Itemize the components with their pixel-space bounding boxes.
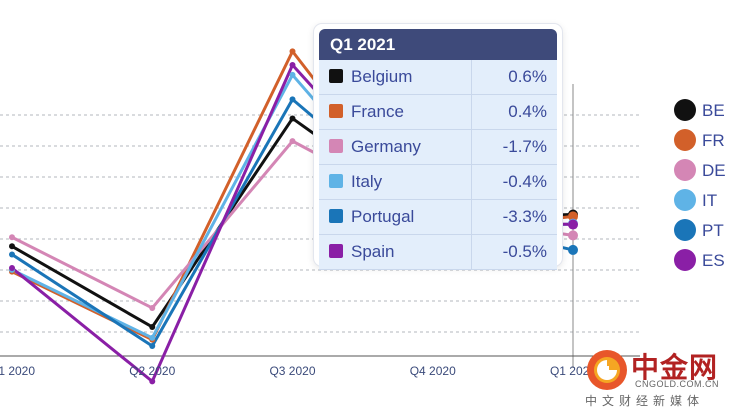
tooltip-row-name: Spain — [351, 242, 395, 261]
x-tick-label: Q1 2021 — [550, 364, 596, 378]
x-tick-label: Q4 2020 — [410, 364, 456, 378]
legend-item-pt[interactable]: PT — [674, 219, 724, 241]
legend-label: FR — [702, 131, 725, 150]
watermark-url: CNGOLD.COM.CN — [635, 379, 720, 389]
series-swatch — [329, 174, 343, 188]
data-point-es — [289, 61, 296, 68]
tooltip-row-value: -3.3% — [471, 199, 557, 235]
legend-marker — [674, 99, 696, 121]
legend-item-fr[interactable]: FR — [674, 129, 725, 151]
data-point-it — [289, 71, 296, 78]
legend-item-es[interactable]: ES — [674, 249, 725, 271]
x-tick-label: Q3 2020 — [269, 364, 315, 378]
data-point-pt — [9, 251, 15, 258]
data-point-be — [149, 323, 156, 330]
data-point-es — [568, 219, 578, 230]
legend-label: ES — [702, 251, 725, 270]
legend-marker — [674, 189, 696, 211]
tooltip-row-spain: Spain -0.5% — [319, 234, 557, 270]
data-point-de — [149, 304, 156, 311]
tooltip-title: Q1 2021 — [319, 29, 557, 60]
watermark-subtitle: 中文财经新媒体 — [585, 394, 705, 408]
tooltip-row-name: France — [351, 102, 404, 121]
data-tooltip: Q1 2021 Belgium 0.6% France 0.4% Germany… — [314, 24, 562, 270]
watermark: 中金网 CNGOLD.COM.CN 中文财经新媒体 — [585, 346, 735, 410]
tooltip-row-name: Italy — [351, 172, 383, 191]
tooltip-row-value: -0.4% — [471, 164, 557, 200]
legend-label: PT — [702, 221, 724, 240]
data-point-pt — [289, 96, 296, 103]
tooltip-row-france: France 0.4% — [319, 94, 557, 130]
series-end-markers — [9, 48, 578, 385]
legend: BE FR DE IT PT ES — [674, 99, 726, 271]
data-point-de — [568, 230, 578, 241]
data-point-fr — [289, 48, 296, 55]
tooltip-row-value: 0.4% — [471, 94, 557, 130]
tooltip-row-portugal: Portugal -3.3% — [319, 199, 557, 235]
tooltip-row-value: -1.7% — [471, 129, 557, 165]
legend-marker — [674, 129, 696, 151]
series-swatch — [329, 69, 343, 83]
data-point-pt — [568, 244, 578, 255]
x-tick-label: Q1 2020 — [0, 364, 35, 378]
tooltip-row-germany: Germany -1.7% — [319, 129, 557, 165]
legend-label: BE — [702, 101, 725, 120]
tooltip-row-name: Portugal — [351, 207, 415, 226]
legend-label: IT — [702, 191, 717, 210]
watermark-title: 中金网 — [631, 351, 719, 384]
tooltip-row-italy: Italy -0.4% — [319, 164, 557, 200]
series-swatch — [329, 104, 343, 118]
data-point-es — [149, 378, 156, 385]
data-point-de — [289, 138, 296, 145]
data-point-es — [9, 265, 15, 272]
x-tick-label: Q2 2020 — [129, 364, 175, 378]
legend-item-de[interactable]: DE — [674, 159, 726, 181]
legend-marker — [674, 159, 696, 181]
legend-item-be[interactable]: BE — [674, 99, 725, 121]
data-point-fr — [568, 211, 578, 222]
legend-marker — [674, 249, 696, 271]
data-point-de — [9, 234, 15, 241]
legend-label: DE — [702, 161, 726, 180]
legend-item-it[interactable]: IT — [674, 189, 717, 211]
tooltip-row-value: 0.6% — [471, 60, 557, 95]
data-point-it — [149, 334, 156, 341]
tooltip-row-belgium: Belgium 0.6% — [319, 60, 557, 95]
tooltip-row-value: -0.5% — [471, 234, 557, 270]
tooltip-row-name: Belgium — [351, 67, 413, 86]
tooltip-table: Belgium 0.6% France 0.4% Germany -1.7% I… — [319, 60, 557, 270]
legend-marker — [674, 219, 696, 241]
series-swatch — [329, 139, 343, 153]
x-axis-tick-labels: Q1 2020 Q2 2020 Q3 2020 Q4 2020 Q1 2021 — [0, 364, 596, 378]
tooltip-row-name: Germany — [351, 137, 421, 156]
cngold-logo-icon — [587, 350, 627, 390]
data-point-be — [289, 115, 296, 122]
data-point-pt — [149, 343, 156, 350]
series-swatch — [329, 244, 343, 258]
data-point-be — [9, 243, 15, 250]
series-swatch — [329, 209, 343, 223]
